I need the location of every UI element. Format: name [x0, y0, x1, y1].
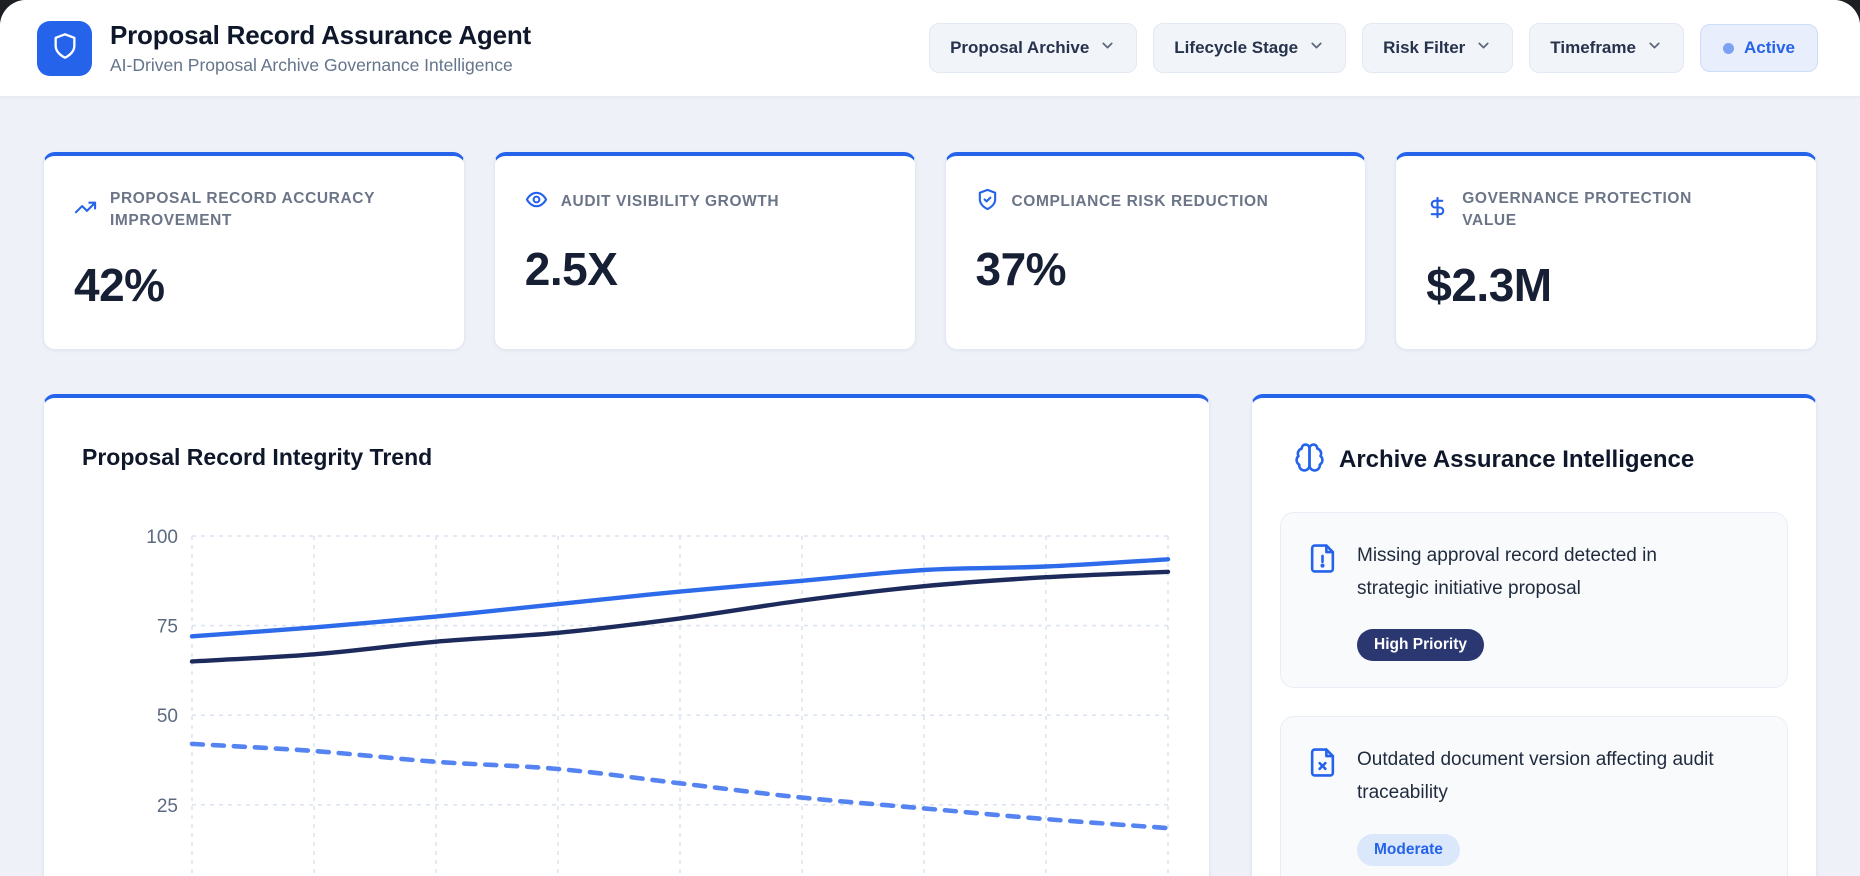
header-titles: Proposal Record Assurance Agent AI-Drive…	[110, 20, 531, 76]
intelligence-panel: Archive Assurance Intelligence Missing a…	[1251, 394, 1817, 876]
chart-panel: Proposal Record Integrity Trend 100 75 50 2…	[43, 394, 1210, 876]
kpi-label: PROPOSAL RECORD ACCURACY IMPROVEMENT	[110, 190, 375, 229]
kpi-value: 42%	[74, 259, 165, 311]
kpi-label: COMPLIANCE RISK REDUCTION	[1011, 193, 1269, 210]
shield-icon	[51, 32, 79, 65]
eye-icon	[525, 188, 548, 216]
filter-button-timeframe[interactable]: Timeframe	[1529, 23, 1684, 73]
priority-badge-high: High Priority	[1357, 629, 1485, 662]
brain-icon	[1294, 442, 1325, 478]
file-x-icon	[1307, 744, 1338, 865]
kpi-card-protection-value: GOVERNANCE PROTECTION VALUE $2.3M	[1395, 152, 1817, 350]
chevron-down-icon	[1646, 37, 1663, 59]
filter-label: Lifecycle Stage	[1174, 38, 1299, 57]
status-dot-icon	[1722, 42, 1734, 54]
filter-label: Risk Filter	[1383, 38, 1466, 57]
chart-title: Proposal Record Integrity Trend	[82, 444, 433, 470]
shield-check-icon	[976, 188, 999, 216]
filter-button-risk-filter[interactable]: Risk Filter	[1362, 23, 1514, 73]
alert-list: Missing approval record detected in stra…	[1280, 512, 1788, 876]
kpi-value: 37%	[975, 243, 1067, 295]
chevron-down-icon	[1308, 37, 1325, 59]
file-warning-icon	[1307, 540, 1338, 661]
kpi-card-audit-visibility: AUDIT VISIBILITY GROWTH 2.5X	[493, 152, 916, 350]
chevron-down-icon	[1099, 37, 1116, 59]
filter-button-proposal-archive[interactable]: Proposal Archive	[929, 23, 1138, 73]
line-chart-svg: 100 75 50 25	[146, 527, 1171, 876]
kpi-card-accuracy-improvement: PROPOSAL RECORD ACCURACY IMPROVEMENT 42%	[43, 152, 465, 350]
main-content: PROPOSAL RECORD ACCURACY IMPROVEMENT 42%…	[0, 97, 1860, 876]
filter-button-lifecycle-stage[interactable]: Lifecycle Stage	[1153, 23, 1347, 73]
alert-card-missing-approval[interactable]: Missing approval record detected in stra…	[1280, 512, 1788, 689]
y-axis-tick-label: 75	[157, 617, 178, 638]
kpi-value: 2.5X	[524, 243, 618, 295]
priority-badge-moderate: Moderate	[1357, 833, 1460, 866]
page-title: Proposal Record Assurance Agent	[110, 20, 531, 50]
app-logo	[37, 20, 92, 76]
kpi-label: AUDIT VISIBILITY GROWTH	[560, 193, 780, 210]
content-row: Proposal Record Integrity Trend 100 75 50 2…	[43, 394, 1817, 876]
y-axis-tick-label: 25	[157, 796, 178, 817]
filter-label: Timeframe	[1550, 38, 1636, 57]
y-axis-tick-label: 50	[157, 706, 178, 727]
kpi-card-risk-reduction: COMPLIANCE RISK REDUCTION 37%	[944, 152, 1367, 350]
y-axis-tick-label: 100	[146, 527, 178, 548]
series-record-integrity-secondary	[189, 569, 1171, 664]
dollar-sign-icon	[1426, 196, 1449, 224]
alert-text: Outdated document version affecting audi…	[1357, 749, 1714, 804]
filter-label: Proposal Archive	[950, 38, 1090, 57]
intelligence-title: Archive Assurance Intelligence	[1339, 446, 1695, 473]
chevron-down-icon	[1475, 37, 1492, 59]
alert-card-outdated-version[interactable]: Outdated document version affecting audi…	[1280, 716, 1788, 876]
alert-text: Missing approval record detected in stra…	[1357, 545, 1657, 599]
trending-up-icon	[74, 196, 97, 224]
series-record-integrity-primary	[189, 557, 1171, 639]
series-risk-exposure-declining	[189, 741, 1171, 831]
integrity-trend-chart: 100 75 50 25	[74, 483, 1179, 876]
kpi-value: $2.3M	[1426, 259, 1552, 311]
active-status-badge[interactable]: Active	[1699, 24, 1818, 72]
kpi-row: PROPOSAL RECORD ACCURACY IMPROVEMENT 42%…	[43, 152, 1817, 350]
app-header: Proposal Record Assurance Agent AI-Drive…	[0, 0, 1860, 97]
kpi-label: GOVERNANCE PROTECTION VALUE	[1462, 190, 1692, 229]
header-filters: Proposal Archive Lifecycle Stage Risk Fi…	[929, 23, 1818, 73]
page-subtitle: AI-Driven Proposal Archive Governance In…	[110, 55, 513, 75]
status-label: Active	[1743, 38, 1795, 57]
